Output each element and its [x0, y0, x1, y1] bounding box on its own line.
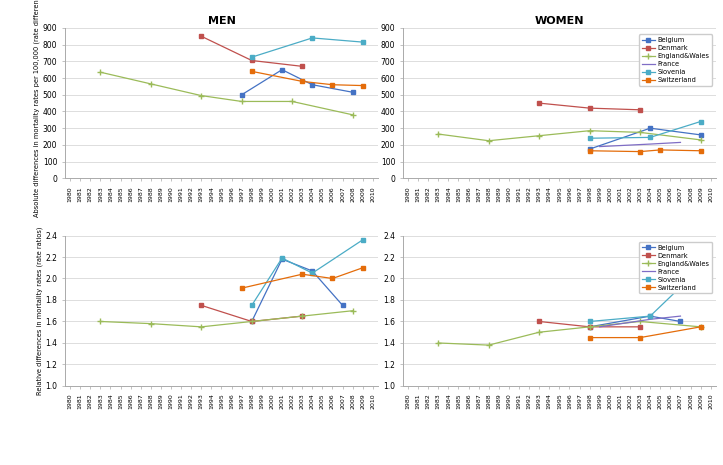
- Title: WOMEN: WOMEN: [534, 16, 584, 26]
- Title: MEN: MEN: [208, 16, 236, 26]
- Y-axis label: Absolute differences in mortality rates per 100,000 (rate difference): Absolute differences in mortality rates …: [33, 0, 40, 217]
- Legend: Belgium, Denmark, England&Wales, France, Slovenia, Switzerland: Belgium, Denmark, England&Wales, France,…: [639, 242, 712, 293]
- Legend: Belgium, Denmark, England&Wales, France, Slovenia, Switzerland: Belgium, Denmark, England&Wales, France,…: [639, 34, 712, 86]
- Y-axis label: Relative differences in mortality rates (rate ratios): Relative differences in mortality rates …: [36, 226, 43, 395]
